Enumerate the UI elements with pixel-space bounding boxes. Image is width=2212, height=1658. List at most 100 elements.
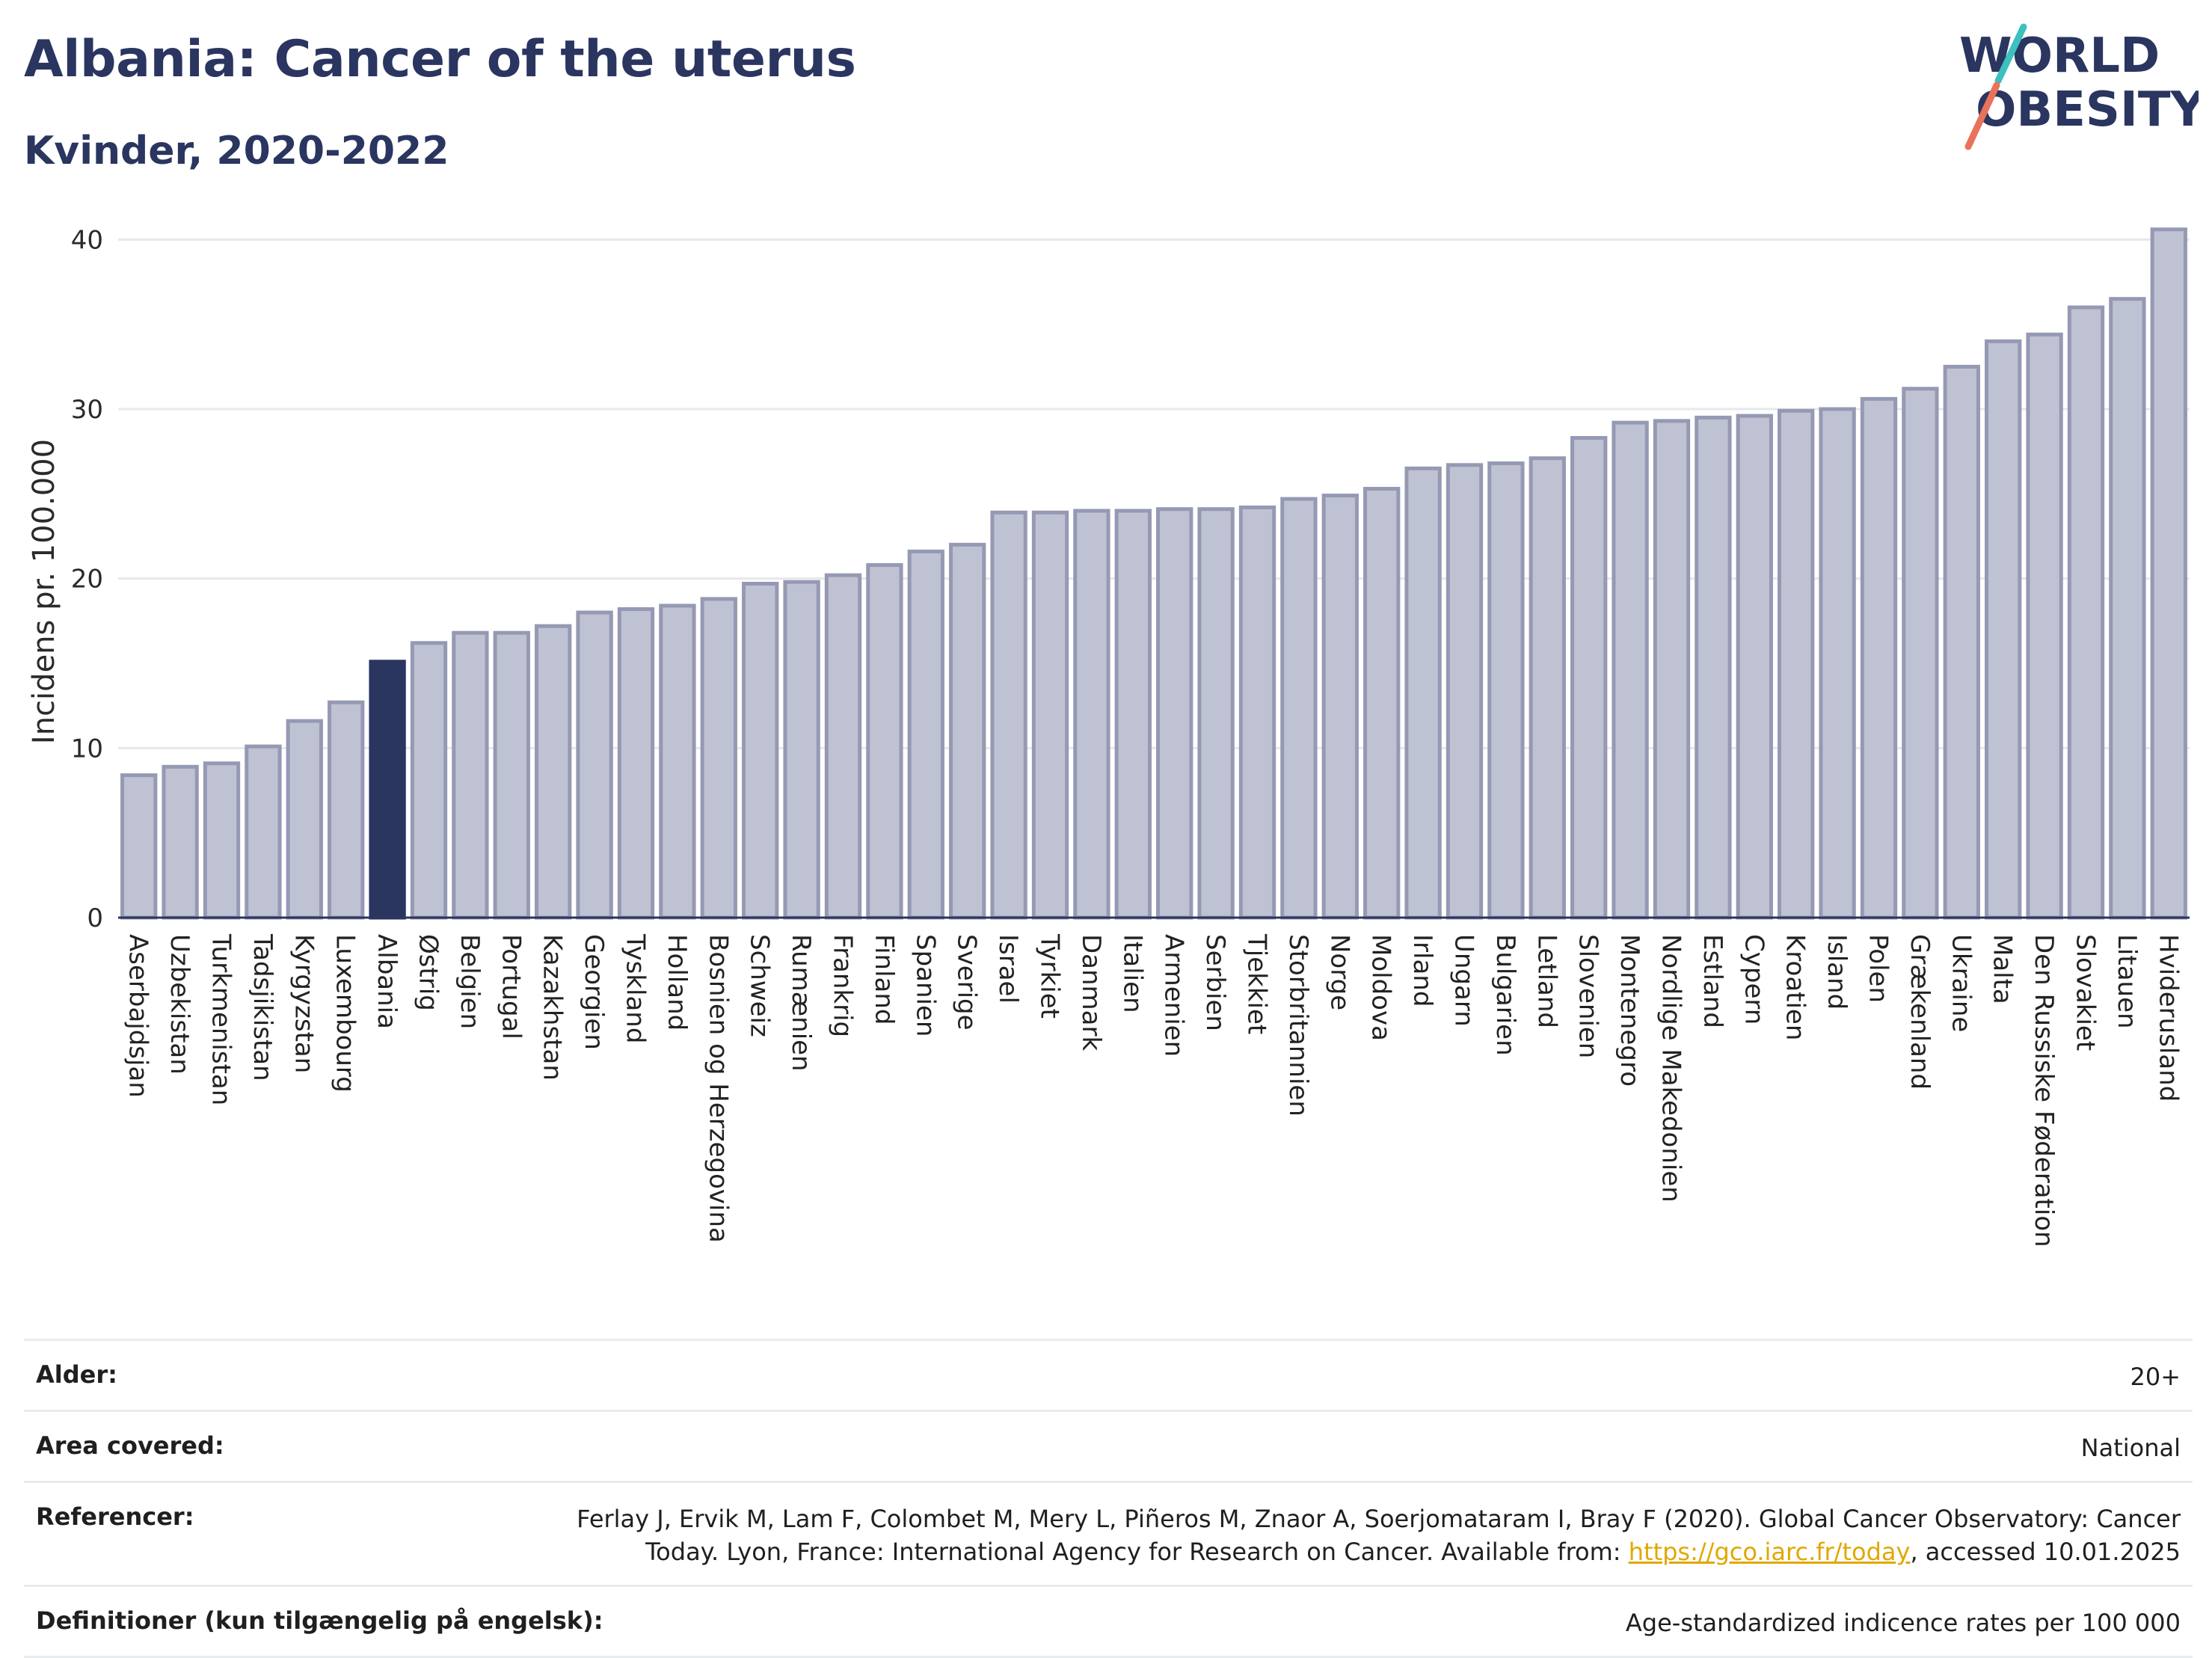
info-row-age: Alder: 20+ <box>24 1339 2193 1410</box>
x-category-label: Albania <box>372 934 402 1029</box>
x-category-label: Hviderusland <box>2153 934 2183 1102</box>
bar-østrig <box>410 641 448 920</box>
info-key: Referencer: <box>36 1502 194 1531</box>
chart-subtitle: Kvinder, 2020-2022 <box>24 129 449 174</box>
x-category-label: Bosnien og Herzegovina <box>703 934 733 1243</box>
bars <box>120 227 2187 920</box>
y-tick-label: 30 <box>71 395 103 425</box>
info-value: Age-standardized indicence rates per 100… <box>1625 1609 2181 1637</box>
x-category-label: Kroatien <box>1781 934 1810 1040</box>
bar-grækenland <box>1902 387 1939 920</box>
bar-georgien <box>576 610 613 920</box>
info-key: Area covered: <box>36 1431 224 1460</box>
x-category-label: Nordlige Makedonien <box>1656 934 1686 1203</box>
bar-bosnien-og-herzegovina <box>700 597 737 920</box>
x-category-label: Polen <box>1864 934 1893 1003</box>
bar-island <box>1819 407 1856 920</box>
x-category-label: Letland <box>1531 934 1561 1028</box>
info-row-references: Referencer: Ferlay J, Ervik M, Lam F, Co… <box>24 1481 2193 1585</box>
x-category-labels: Aserbajdsjan Uzbekistan Turkmenistan Tadsji… <box>123 933 2184 1247</box>
bar-ukraine <box>1943 364 1980 920</box>
x-category-label: Spanien <box>910 934 940 1037</box>
x-category-label: Ukraine <box>1946 934 1976 1032</box>
bar-schweiz <box>742 581 779 920</box>
bar-hviderusland <box>2150 227 2187 920</box>
bar-storbritannien <box>1280 497 1318 920</box>
x-category-label: Storbritannien <box>1283 934 1313 1117</box>
bar-montenegro <box>1612 420 1649 920</box>
y-tick-label: 10 <box>71 734 103 764</box>
logo-line2: OBESITY <box>1976 82 2199 138</box>
bar-estland <box>1695 415 1732 920</box>
logo-line1: WORLD <box>1959 28 2160 84</box>
x-category-label: Israel <box>993 934 1023 1004</box>
bar-slovenien <box>1570 436 1608 920</box>
info-value: 20+ <box>2130 1363 2181 1391</box>
bar-tjekkiet <box>1238 505 1276 920</box>
x-category-label: Litauen <box>2112 934 2142 1029</box>
x-category-label: Østrig <box>414 934 443 1011</box>
bar-italien <box>1114 509 1152 920</box>
info-table: Alder: 20+ Area covered: National Refere… <box>24 1339 2193 1658</box>
bar-moldova <box>1363 487 1401 920</box>
x-category-label: Island <box>1822 934 1852 1010</box>
x-category-label: Tadsjikistan <box>248 933 277 1081</box>
bar-aserbajdsjan <box>120 773 158 920</box>
bar-kyrgyzstan <box>286 719 323 920</box>
world-obesity-logo: WORLD OBESITY <box>1959 23 2199 150</box>
x-category-label: Slovenien <box>1573 934 1603 1058</box>
x-category-label: Schweiz <box>745 934 775 1037</box>
bar-armenien <box>1156 507 1193 920</box>
bar-bulgarien <box>1487 461 1525 920</box>
y-tick-labels: 0 10 20 30 40 <box>71 225 103 933</box>
x-category-label: Frankrig <box>828 934 858 1037</box>
bar-belgien <box>452 630 489 920</box>
x-category-label: Armenien <box>1159 934 1189 1057</box>
x-category-label: Sverige <box>952 934 982 1031</box>
x-category-label: Luxembourg <box>331 934 360 1093</box>
x-category-label: Malta <box>1988 934 2018 1004</box>
x-category-label: Norge <box>1324 934 1354 1010</box>
bar-cypern <box>1736 414 1773 920</box>
bar-danmark <box>1073 509 1110 920</box>
x-category-label: Aserbajdsjan <box>123 934 153 1098</box>
x-category-label: Holland <box>662 934 692 1031</box>
bar-kroatien <box>1778 408 1815 920</box>
x-category-label: Serbien <box>1200 934 1230 1031</box>
bar-albania <box>369 660 406 920</box>
x-category-label: Rumænien <box>786 934 816 1072</box>
bar-nordlige-makedonien <box>1653 419 1691 920</box>
x-category-label: Tyskland <box>621 933 651 1043</box>
bar-slovakiet <box>2067 305 2105 920</box>
x-category-label: Moldova <box>1366 934 1396 1041</box>
info-value: National <box>2080 1434 2181 1462</box>
reference-line2-pre: Today. Lyon, France: International Agenc… <box>645 1538 1629 1566</box>
reference-line1: Ferlay J, Ervik M, Lam F, Colombet M, Me… <box>577 1505 2181 1533</box>
x-category-label: Ungarn <box>1449 934 1479 1027</box>
bar-norge <box>1321 494 1359 920</box>
bar-frankrig <box>824 573 862 920</box>
logo-accent-teal <box>1994 23 2027 85</box>
x-category-label: Turkmenistan <box>206 933 236 1105</box>
bar-polen <box>1860 396 1898 920</box>
bar-portugal <box>493 630 530 920</box>
x-category-label: Kazakhstan <box>538 934 568 1081</box>
x-category-label: Italien <box>1117 934 1147 1013</box>
x-category-label: Bulgarien <box>1490 934 1520 1056</box>
reference-link[interactable]: https://gco.iarc.fr/today <box>1628 1538 1911 1566</box>
info-key: Definitioner (kun tilgængelig på engelsk… <box>36 1606 603 1635</box>
x-category-label: Georgien <box>579 934 609 1050</box>
x-category-label: Uzbekistan <box>165 934 194 1075</box>
x-category-label: Finland <box>869 934 899 1025</box>
bar-serbien <box>1197 507 1235 920</box>
x-category-label: Grækenland <box>1905 934 1935 1090</box>
x-category-label: Tjekkiet <box>1242 933 1272 1034</box>
bar-malta <box>1985 339 2022 920</box>
info-value: Ferlay J, Ervik M, Lam F, Colombet M, Me… <box>577 1502 2181 1568</box>
bar-israel <box>990 510 1027 920</box>
x-category-label: Danmark <box>1076 934 1106 1051</box>
bar-tyskland <box>617 607 655 920</box>
info-row-definitions: Definitioner (kun tilgængelig på engelsk… <box>24 1585 2193 1658</box>
bar-litauen <box>2109 297 2146 920</box>
bar-tadsjikistan <box>245 744 282 920</box>
